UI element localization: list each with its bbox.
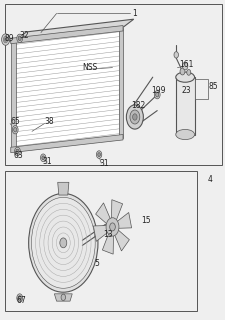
Circle shape (18, 36, 21, 41)
Ellipse shape (66, 213, 81, 272)
Text: 23: 23 (182, 86, 191, 95)
Circle shape (18, 296, 21, 300)
Bar (195, 79, 207, 100)
Circle shape (182, 62, 188, 70)
Text: 199: 199 (151, 86, 165, 95)
Circle shape (156, 92, 159, 97)
Polygon shape (112, 200, 123, 221)
Circle shape (40, 154, 46, 162)
Circle shape (17, 294, 22, 302)
Polygon shape (115, 230, 129, 251)
Polygon shape (117, 212, 132, 228)
Text: 182: 182 (131, 101, 145, 110)
Circle shape (174, 52, 178, 58)
Circle shape (42, 156, 45, 160)
Circle shape (154, 91, 160, 99)
Polygon shape (11, 26, 123, 44)
Circle shape (130, 110, 140, 124)
Circle shape (3, 36, 8, 43)
Text: 15: 15 (141, 216, 151, 225)
Circle shape (98, 153, 100, 156)
Text: 31: 31 (43, 157, 52, 166)
Circle shape (133, 114, 137, 120)
Ellipse shape (64, 206, 83, 280)
Text: 89: 89 (5, 34, 14, 43)
Circle shape (96, 151, 102, 158)
Text: 85: 85 (209, 82, 219, 91)
Ellipse shape (176, 129, 195, 140)
Circle shape (106, 218, 119, 236)
Bar (5, 171, 198, 311)
Text: 63: 63 (14, 151, 23, 160)
Circle shape (17, 34, 22, 43)
Circle shape (29, 194, 98, 292)
Circle shape (61, 294, 65, 300)
Text: NSS: NSS (83, 63, 98, 72)
Polygon shape (102, 233, 113, 254)
Circle shape (32, 197, 95, 288)
Circle shape (4, 38, 7, 41)
Circle shape (14, 127, 17, 132)
Text: 65: 65 (10, 117, 20, 126)
Circle shape (180, 68, 185, 75)
Polygon shape (96, 203, 110, 224)
Polygon shape (54, 294, 72, 301)
Circle shape (12, 125, 18, 134)
Text: 31: 31 (100, 159, 110, 168)
Polygon shape (11, 41, 16, 150)
Text: 32: 32 (19, 31, 29, 40)
Circle shape (126, 105, 143, 129)
Bar (176, 77, 195, 134)
Polygon shape (58, 182, 69, 195)
Polygon shape (13, 19, 134, 42)
Circle shape (110, 223, 115, 231)
Circle shape (16, 149, 19, 154)
Circle shape (2, 34, 10, 45)
Text: 38: 38 (44, 117, 54, 126)
Polygon shape (13, 29, 120, 149)
Text: 1: 1 (133, 9, 137, 18)
Text: 5: 5 (94, 259, 99, 268)
Bar (5, 4, 222, 165)
Text: 4: 4 (207, 175, 212, 184)
Circle shape (15, 147, 20, 156)
Text: 13: 13 (103, 230, 113, 239)
Polygon shape (119, 28, 123, 138)
Polygon shape (11, 134, 123, 153)
Circle shape (60, 238, 67, 248)
Polygon shape (93, 226, 108, 241)
Text: 161: 161 (180, 60, 194, 69)
Circle shape (187, 69, 191, 75)
Text: 67: 67 (16, 296, 26, 305)
Ellipse shape (176, 72, 195, 82)
